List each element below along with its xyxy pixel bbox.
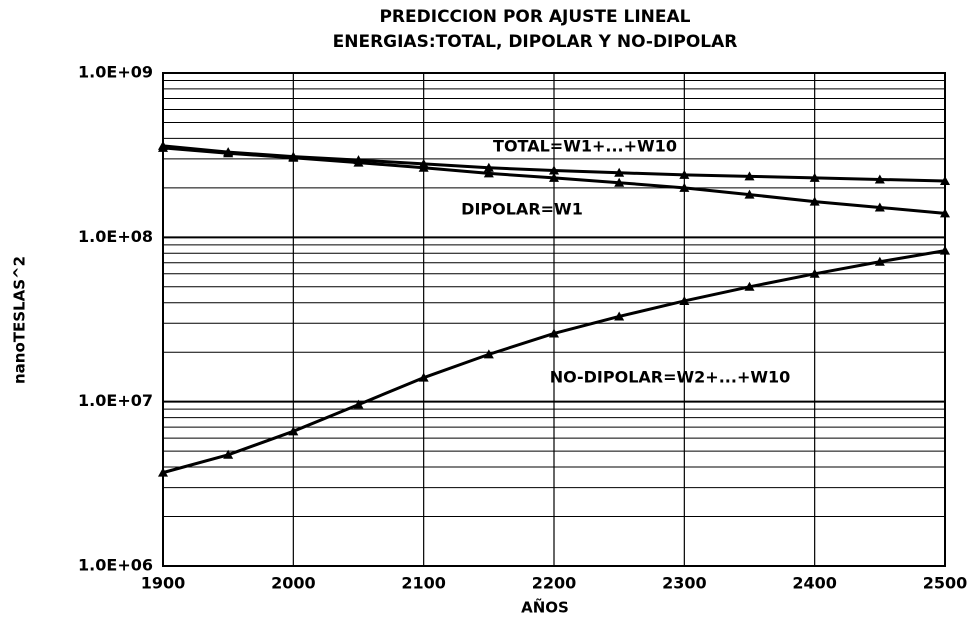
x-tick-label: 2400	[792, 574, 837, 593]
marker	[223, 148, 234, 158]
marker	[158, 467, 168, 477]
x-tick-label: 2000	[271, 574, 316, 593]
x-tick-label: 1900	[141, 574, 186, 593]
marker	[483, 349, 494, 359]
chart-title: PREDICCION POR AJUSTE LINEAL	[379, 7, 690, 27]
marker	[549, 328, 559, 338]
marker	[288, 152, 299, 162]
x-tick-label: 2100	[401, 574, 446, 593]
marker	[353, 157, 364, 167]
marker	[744, 189, 755, 199]
marker	[418, 372, 429, 382]
y-tick-label: 1.0E+08	[78, 227, 153, 246]
y-axis-label: nanoTESLAS^2	[11, 256, 29, 384]
marker	[614, 177, 625, 187]
marker	[158, 142, 168, 152]
marker	[940, 208, 950, 218]
marker	[874, 174, 885, 184]
marker	[614, 311, 625, 321]
marker	[288, 426, 299, 436]
x-axis-label: AÑOS	[521, 598, 569, 617]
marker	[223, 449, 234, 459]
marker	[940, 245, 950, 255]
annotation: NO-DIPOLAR=W2+...+W10	[550, 368, 791, 387]
marker	[874, 202, 885, 212]
plot-frame	[162, 72, 946, 567]
marker	[809, 196, 820, 206]
marker	[353, 399, 364, 409]
annotation: DIPOLAR=W1	[461, 200, 583, 219]
marker	[940, 176, 950, 186]
y-tick-label: 1.0E+06	[78, 556, 153, 575]
marker	[549, 172, 559, 182]
y-tick-label: 1.0E+07	[78, 391, 153, 410]
marker	[679, 295, 690, 305]
marker	[809, 172, 820, 182]
marker	[679, 182, 690, 192]
marker	[744, 171, 755, 181]
marker	[549, 165, 559, 175]
x-tick-label: 2500	[923, 574, 968, 593]
x-tick-label: 2200	[532, 574, 577, 593]
marker	[744, 281, 755, 291]
marker	[614, 167, 625, 177]
marker	[483, 168, 494, 178]
marker	[874, 256, 885, 266]
marker	[483, 162, 494, 172]
y-tick-label: 1.0E+09	[78, 63, 153, 82]
marker	[679, 169, 690, 179]
marker	[809, 268, 820, 278]
annotation: TOTAL=W1+...+W10	[493, 137, 677, 156]
marker	[418, 162, 429, 172]
x-tick-label: 2300	[662, 574, 707, 593]
chart-subtitle: ENERGIAS:TOTAL, DIPOLAR Y NO-DIPOLAR	[333, 32, 738, 52]
